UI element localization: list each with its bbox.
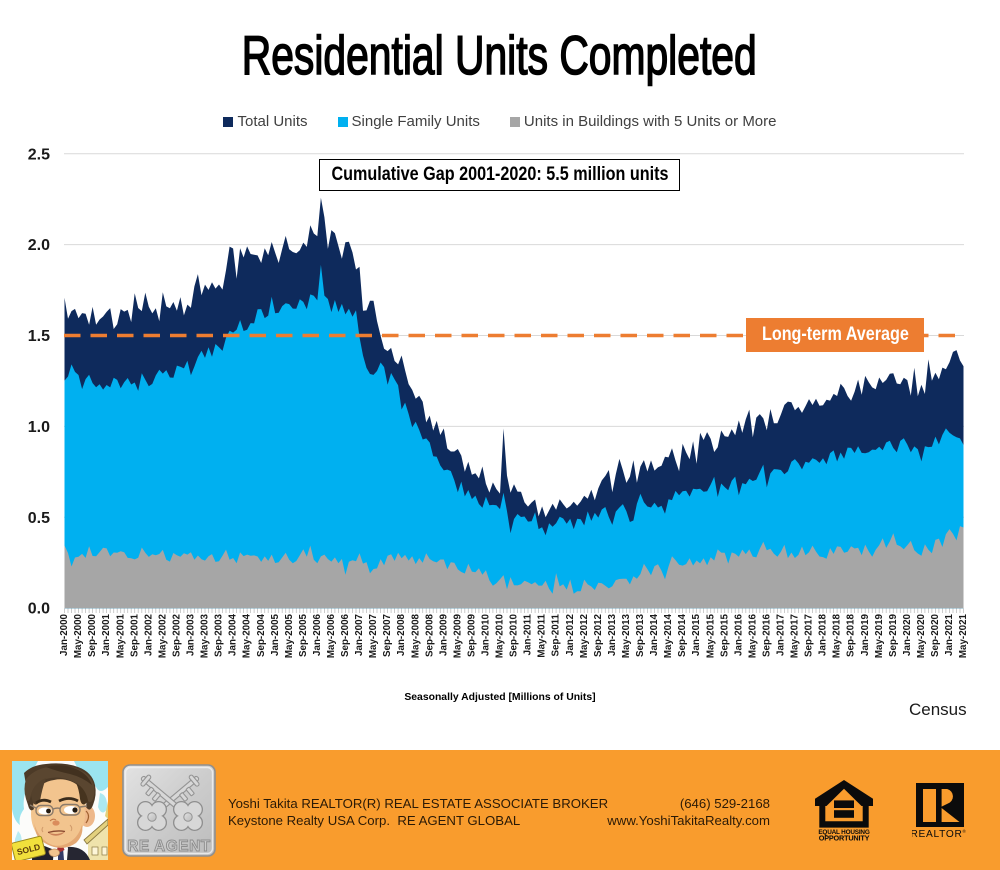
- svg-text:0.5: 0.5: [28, 510, 50, 527]
- svg-text:Sep-2013: Sep-2013: [635, 613, 646, 657]
- svg-text:Jan-2011: Jan-2011: [523, 613, 534, 655]
- svg-text:Sep-2014: Sep-2014: [677, 613, 688, 657]
- svg-text:Jan-2019: Jan-2019: [860, 613, 871, 655]
- svg-text:Jan-2001: Jan-2001: [101, 613, 112, 655]
- svg-text:Jan-2013: Jan-2013: [607, 613, 618, 655]
- svg-text:May-2006: May-2006: [326, 613, 337, 658]
- svg-text:May-2001: May-2001: [115, 613, 126, 658]
- svg-text:May-2015: May-2015: [705, 613, 716, 658]
- svg-text:Sep-2015: Sep-2015: [719, 613, 730, 657]
- svg-text:0.0: 0.0: [28, 601, 50, 618]
- svg-text:May-2018: May-2018: [832, 613, 843, 658]
- svg-text:Sep-2006: Sep-2006: [340, 613, 351, 657]
- svg-text:Jan-2004: Jan-2004: [228, 613, 239, 655]
- svg-text:Sep-2003: Sep-2003: [214, 613, 225, 657]
- svg-text:OPPORTUNITY: OPPORTUNITY: [819, 834, 870, 842]
- svg-text:May-2005: May-2005: [284, 613, 295, 658]
- svg-text:Sep-2011: Sep-2011: [551, 613, 562, 656]
- svg-text:May-2003: May-2003: [200, 613, 211, 658]
- svg-text:Jan-2021: Jan-2021: [944, 613, 955, 655]
- svg-text:Jan-2015: Jan-2015: [691, 613, 702, 655]
- svg-text:Jan-2016: Jan-2016: [733, 613, 744, 655]
- svg-text:Sep-2018: Sep-2018: [846, 613, 857, 657]
- svg-text:May-2009: May-2009: [452, 613, 463, 658]
- svg-text:1.0: 1.0: [28, 419, 50, 436]
- svg-text:May-2002: May-2002: [157, 613, 168, 658]
- svg-text:Sep-2017: Sep-2017: [804, 613, 815, 657]
- svg-text:May-2016: May-2016: [747, 613, 758, 658]
- svg-text:May-2013: May-2013: [621, 613, 632, 658]
- svg-text:Sep-2009: Sep-2009: [466, 613, 477, 657]
- svg-text:Sep-2008: Sep-2008: [424, 613, 435, 657]
- svg-text:Jan-2012: Jan-2012: [565, 613, 576, 655]
- svg-text:REALTOR®: REALTOR®: [912, 828, 967, 839]
- svg-text:EQUAL HOUSING: EQUAL HOUSING: [818, 829, 869, 836]
- svg-text:Sep-2010: Sep-2010: [509, 613, 520, 657]
- svg-text:Sep-2005: Sep-2005: [298, 613, 309, 657]
- svg-text:May-2010: May-2010: [495, 613, 506, 658]
- svg-text:May-2011: May-2011: [537, 613, 548, 657]
- svg-text:Jan-2007: Jan-2007: [354, 613, 365, 655]
- svg-text:Jan-2005: Jan-2005: [270, 613, 281, 655]
- svg-text:Jan-2010: Jan-2010: [480, 613, 491, 655]
- svg-text:May-2021: May-2021: [958, 613, 969, 658]
- svg-text:Sep-2016: Sep-2016: [761, 613, 772, 657]
- svg-text:2.5: 2.5: [28, 146, 50, 163]
- svg-text:Sep-2007: Sep-2007: [382, 613, 393, 657]
- svg-text:Sep-2019: Sep-2019: [888, 613, 899, 657]
- svg-text:May-2000: May-2000: [73, 613, 84, 658]
- svg-text:Sep-2004: Sep-2004: [256, 613, 267, 657]
- svg-text:May-2008: May-2008: [410, 613, 421, 658]
- svg-text:May-2017: May-2017: [789, 613, 800, 658]
- svg-text:May-2019: May-2019: [874, 613, 885, 658]
- svg-text:May-2014: May-2014: [663, 613, 674, 658]
- svg-text:Jan-2018: Jan-2018: [818, 613, 829, 655]
- svg-text:May-2004: May-2004: [242, 613, 253, 658]
- svg-text:May-2007: May-2007: [368, 613, 379, 658]
- svg-text:Jan-2006: Jan-2006: [312, 613, 323, 655]
- svg-text:Jan-2009: Jan-2009: [438, 613, 449, 655]
- svg-text:Sep-2002: Sep-2002: [171, 613, 182, 657]
- svg-text:May-2012: May-2012: [579, 613, 590, 658]
- svg-text:Jan-2020: Jan-2020: [902, 613, 913, 655]
- svg-text:Jan-2000: Jan-2000: [59, 613, 70, 655]
- svg-text:Sep-2012: Sep-2012: [593, 613, 604, 657]
- svg-text:Sep-2001: Sep-2001: [129, 613, 140, 657]
- svg-text:RE AGENT: RE AGENT: [127, 838, 211, 855]
- svg-text:Sep-2000: Sep-2000: [87, 613, 98, 657]
- svg-text:May-2020: May-2020: [916, 613, 927, 658]
- svg-text:Jan-2014: Jan-2014: [649, 613, 660, 655]
- svg-text:2.0: 2.0: [28, 237, 50, 254]
- svg-text:Jan-2017: Jan-2017: [775, 613, 786, 655]
- svg-text:Jan-2002: Jan-2002: [143, 613, 154, 655]
- svg-text:Sep-2020: Sep-2020: [930, 613, 941, 657]
- svg-text:1.5: 1.5: [28, 328, 50, 345]
- svg-text:Jan-2003: Jan-2003: [185, 613, 196, 655]
- svg-text:Jan-2008: Jan-2008: [396, 613, 407, 655]
